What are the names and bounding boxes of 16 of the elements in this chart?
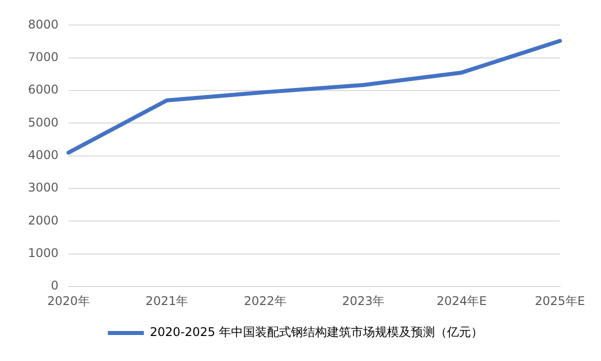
y-tick-label: 7000: [28, 50, 59, 64]
x-tick-label: 2024年E: [436, 294, 487, 308]
y-tick-label: 0: [50, 278, 59, 293]
x-tick-label: 2025年E: [534, 294, 585, 308]
y-tick-label: 2000: [28, 213, 59, 228]
y-tick-label: 5000: [28, 115, 59, 130]
y-tick-label: 6000: [28, 82, 59, 97]
x-tick-label: 2021年: [146, 294, 188, 308]
x-tick-label: 2023年: [342, 294, 385, 308]
legend-label: 2020-2025 年中国装配式钢结构建筑市场规模及预测（亿元）: [150, 325, 484, 340]
y-tick-label: 4000: [28, 148, 59, 162]
x-tick-label: 2022年: [244, 294, 286, 308]
x-tick-label: 2020年: [47, 294, 90, 308]
y-tick-label: 8000: [28, 17, 59, 32]
y-tick-label: 3000: [28, 180, 59, 195]
y-tick-label: 1000: [28, 246, 59, 260]
